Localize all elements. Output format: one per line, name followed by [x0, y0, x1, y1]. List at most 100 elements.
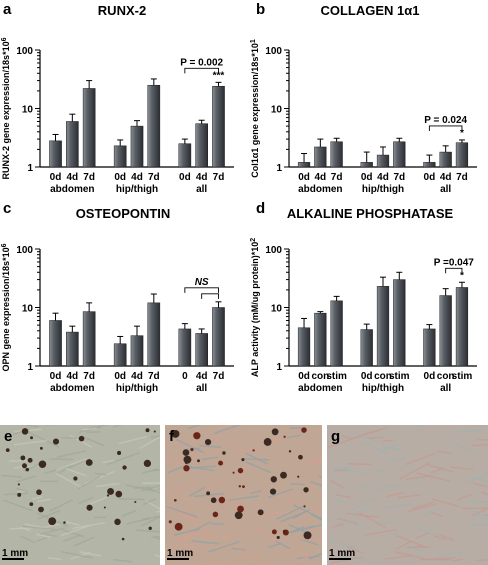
fiber-texture [201, 456, 219, 461]
x-tick-label: con [437, 371, 455, 382]
micrograph-f: f 1 mm [165, 425, 322, 565]
fiber-texture [332, 497, 344, 503]
bar [130, 335, 144, 367]
stain-deposit [85, 459, 93, 466]
x-tick-label: 7d [148, 371, 160, 382]
scale-bar-label: 1 mm [167, 548, 193, 559]
p-value-label: P = 0.024 [424, 115, 467, 126]
fiber-texture [86, 431, 101, 434]
stain-deposit [222, 451, 226, 455]
stain-deposit [29, 502, 34, 507]
group-label: hip/thigh [116, 383, 158, 394]
fiber-texture [384, 554, 413, 560]
x-tick-label: 7d [83, 371, 95, 382]
stain-deposit [121, 537, 125, 541]
stain-deposit [20, 455, 26, 461]
x-tick-label: 4d [196, 172, 208, 183]
fiber-texture [211, 439, 236, 455]
stain-deposit [36, 489, 42, 496]
fiber-texture [468, 475, 488, 483]
significance-bracket [184, 287, 219, 293]
stain-deposit [63, 521, 66, 524]
y-tick-label: 1 [276, 163, 282, 174]
micrograph-background [327, 425, 488, 565]
fiber-texture [4, 492, 29, 496]
y-tick-label: 1 [276, 362, 282, 373]
stain-deposit [183, 455, 192, 464]
fiber-texture [61, 551, 94, 559]
fiber-texture [186, 465, 215, 472]
stain-deposit [78, 435, 85, 442]
fiber-texture [21, 525, 56, 531]
fiber-texture [331, 523, 344, 528]
fiber-texture [275, 540, 291, 550]
fiber-texture [151, 535, 160, 539]
bar [423, 162, 436, 168]
fiber-texture [139, 436, 160, 450]
stain-deposit [283, 435, 286, 438]
fiber-texture [352, 553, 376, 565]
fiber-texture [315, 457, 322, 462]
stain-deposit [271, 428, 279, 436]
fiber-texture [45, 425, 60, 426]
fiber-texture [204, 479, 227, 489]
stain-deposit [173, 498, 177, 502]
bar [314, 146, 327, 168]
fiber-texture [295, 556, 309, 563]
fiber-texture [154, 554, 160, 558]
fiber-texture [61, 524, 90, 537]
fiber-texture [363, 441, 390, 456]
x-tick-label: 0d [298, 371, 310, 382]
significance-bracket [445, 267, 463, 274]
p-value-label: P = 0.002 [180, 57, 223, 68]
fiber-texture [358, 482, 373, 491]
stain-deposit [39, 446, 43, 450]
x-tick-label: 0d [361, 371, 373, 382]
y-axis-label-exponent: 6 [1, 243, 8, 247]
bar [297, 327, 311, 367]
fiber-texture [426, 463, 455, 473]
stain-deposit [174, 522, 183, 531]
fiber-texture [376, 487, 387, 492]
bar [49, 320, 62, 367]
fiber-texture [191, 540, 220, 545]
stain-deposit [134, 500, 137, 504]
x-tick-label: 0d [424, 172, 436, 183]
fiber-texture [152, 469, 160, 472]
fiber-texture [20, 526, 31, 532]
fiber-texture [27, 431, 60, 448]
fiber-texture [112, 425, 123, 428]
micrograph-e: e 1 mm [0, 425, 160, 565]
stain-deposit [301, 427, 307, 433]
stain-deposit [143, 459, 152, 468]
fiber-texture [80, 435, 105, 447]
fiber-texture [276, 504, 306, 521]
fiber-texture [290, 482, 305, 486]
x-tick-label: 0d [361, 172, 373, 183]
x-tick-label: 0d [114, 172, 126, 183]
fiber-texture [451, 466, 474, 471]
y-axis-label-exponent: 2 [250, 238, 257, 242]
bar [82, 311, 96, 367]
panel-letter: e [4, 428, 12, 445]
stain-deposit [288, 450, 292, 453]
stain-deposit [21, 463, 28, 469]
stain-deposit [271, 529, 277, 535]
fiber-texture [481, 491, 488, 496]
x-tick-label: 4d [131, 172, 143, 183]
fiber-texture [245, 452, 269, 465]
fiber-texture [477, 425, 488, 427]
bar [393, 279, 406, 367]
fiber-texture [278, 548, 302, 554]
fiber-texture [78, 496, 94, 505]
chart-title: COLLAGEN 1α1 [320, 3, 419, 18]
x-tick-label: stim [326, 371, 347, 382]
stain-deposit [185, 461, 188, 465]
bar [130, 125, 144, 168]
x-tick-label: 4d [196, 371, 208, 382]
fiber-texture [62, 520, 80, 526]
fiber-texture [471, 507, 488, 517]
fiber-texture [175, 441, 202, 448]
scale-bar-label: 1 mm [329, 548, 355, 559]
